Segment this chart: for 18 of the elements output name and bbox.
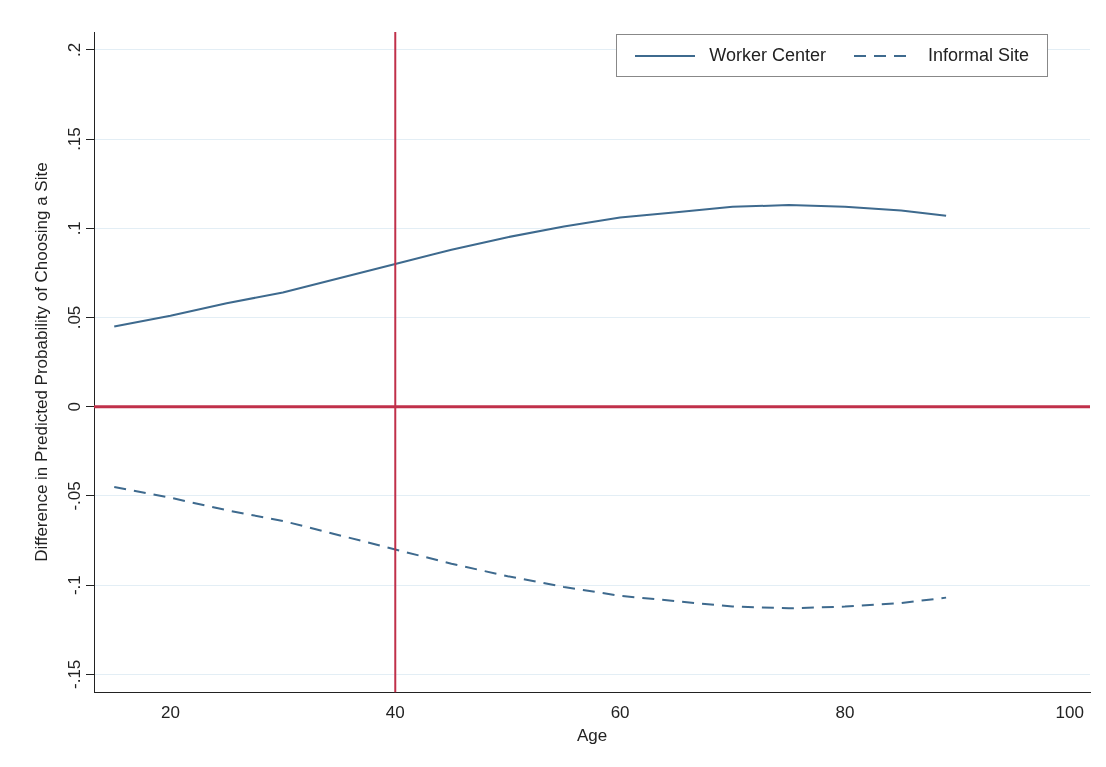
legend-label: Worker Center xyxy=(709,45,826,66)
y-tick-label: .1 xyxy=(65,221,85,236)
x-tick-label: 20 xyxy=(160,703,180,723)
y-tick-label: -.1 xyxy=(65,575,85,596)
y-tick-label: -.05 xyxy=(65,481,85,511)
legend-label: Informal Site xyxy=(927,45,1029,66)
line-series xyxy=(113,486,948,610)
y-tick-label: -.15 xyxy=(65,659,85,690)
y-tick-label: .05 xyxy=(65,305,85,330)
x-axis-title: Age xyxy=(576,726,608,746)
y-tick-label: .15 xyxy=(65,127,85,151)
x-tick-label: 80 xyxy=(835,703,855,723)
x-tick-label: 60 xyxy=(610,703,630,723)
y-axis-title: Difference in Predicted Probability of Choosing a Site xyxy=(31,162,51,562)
x-tick-label: 40 xyxy=(385,703,405,723)
y-tick-label: .2 xyxy=(65,42,85,57)
x-tick-label: 100 xyxy=(1055,703,1084,723)
y-tick-label: 0 xyxy=(65,401,85,412)
